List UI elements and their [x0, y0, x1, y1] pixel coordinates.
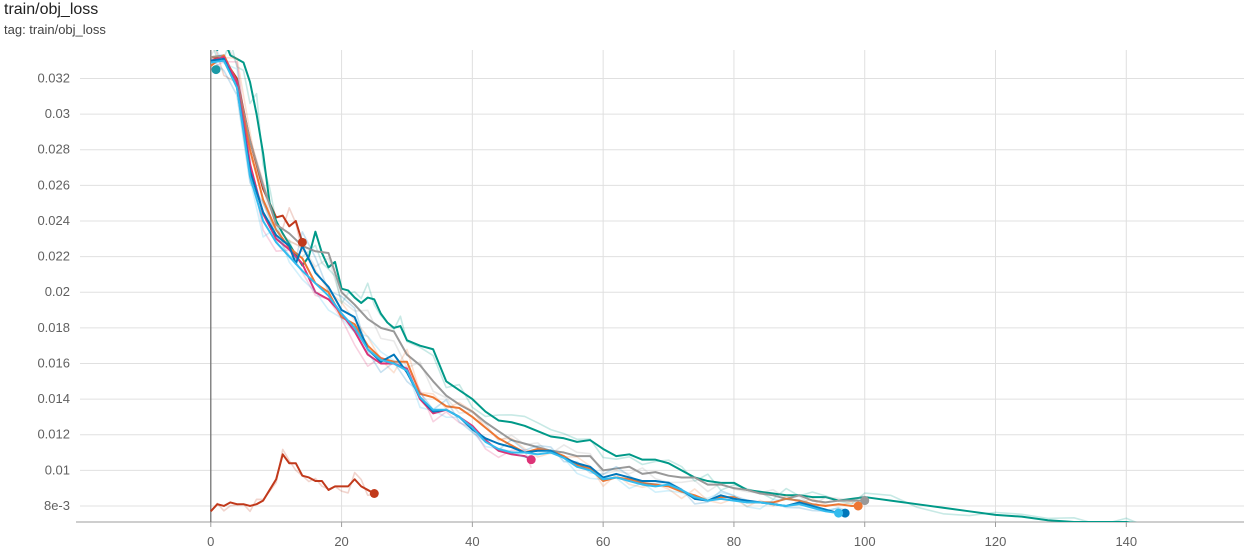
x-tick-label: 20: [334, 534, 348, 549]
series-raw-line: [215, 50, 839, 512]
series-raw-line: [210, 448, 375, 513]
series-group: [210, 39, 1190, 532]
y-tick-label: 0.02: [45, 284, 70, 299]
x-tick-label: 80: [727, 534, 741, 549]
series-line[interactable]: [210, 54, 865, 504]
chart-title: train/obj_loss: [4, 1, 99, 18]
y-tick-label: 0.032: [37, 70, 70, 85]
y-tick-label: 0.026: [37, 177, 70, 192]
series-end-marker: [1181, 523, 1190, 532]
x-tick-label: 60: [596, 534, 610, 549]
y-tick-label: 8e-3: [44, 498, 70, 513]
y-tick-label: 0.024: [37, 213, 70, 228]
axes: [76, 50, 1244, 527]
grid: [80, 50, 1244, 522]
series-raw-line: [215, 50, 304, 253]
x-tick-label: 140: [1115, 534, 1137, 549]
series-raw-line: [210, 60, 532, 468]
x-tick-label: 0: [207, 534, 214, 549]
y-tick-label: 0.03: [45, 106, 70, 121]
series-end-marker: [834, 508, 844, 518]
y-tick-label: 0.028: [37, 142, 70, 157]
chart-tag: tag: train/obj_loss: [4, 22, 106, 37]
x-tick-label: 100: [854, 534, 876, 549]
series-end-marker: [369, 489, 379, 499]
y-tick-label: 0.014: [37, 391, 70, 406]
series-end-marker: [297, 237, 307, 247]
series-start-marker: [211, 65, 221, 75]
series-end-marker: [860, 496, 870, 506]
y-tick-label: 0.022: [37, 249, 70, 264]
y-tick-label: 0.016: [37, 355, 70, 370]
tick-labels: 8e-3 0.01 0.012 0.014 0.016 0.018 0.02 0.022 0.0…: [37, 70, 1137, 549]
series-line[interactable]: [210, 59, 839, 515]
x-tick-label: 120: [985, 534, 1007, 549]
y-tick-label: 0.012: [37, 427, 70, 442]
series-line[interactable]: [210, 453, 375, 512]
series-raw-line: [210, 58, 846, 512]
x-tick-label: 40: [465, 534, 479, 549]
y-tick-label: 0.018: [37, 320, 70, 335]
series-line[interactable]: [211, 39, 1185, 527]
series-end-marker: [853, 501, 863, 511]
series-end-marker: [840, 508, 850, 518]
series-end-marker: [526, 455, 536, 465]
y-tick-label: 0.01: [45, 462, 70, 477]
